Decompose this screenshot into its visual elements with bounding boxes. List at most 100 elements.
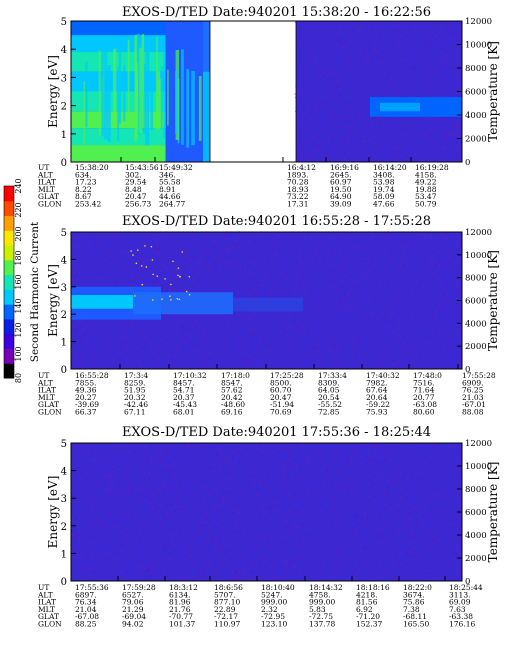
ephemeris-value: 165.50 bbox=[403, 620, 429, 629]
ephemeris-value: 88.08 bbox=[462, 408, 484, 417]
ephemeris-value: 20.32 bbox=[124, 393, 146, 402]
ephemeris-value: 176.16 bbox=[449, 620, 475, 629]
ephemeris-row-label: GLON bbox=[38, 408, 62, 417]
colorbar-swatch bbox=[4, 348, 14, 364]
y2-tick-label: 2000 bbox=[465, 342, 487, 352]
colorbar-tick-label: 120 bbox=[14, 322, 23, 337]
ephemeris-value: -55.52 bbox=[318, 400, 342, 409]
ephemeris-value: 20.77 bbox=[413, 393, 435, 402]
spectrogram-area bbox=[71, 232, 462, 369]
ephemeris-value: 69.16 bbox=[221, 408, 243, 417]
y-axis-label: Energy [eV] bbox=[46, 476, 60, 549]
ephemeris-row-label: GLON bbox=[38, 200, 62, 209]
ephemeris-value: 17.23 bbox=[75, 178, 97, 187]
ephemeris-value: 69.09 bbox=[449, 598, 471, 607]
ephemeris-value: 4158. bbox=[415, 170, 436, 179]
ephemeris-table: UTALTILATMLTGLATGLON16:55:287855.49.3620… bbox=[37, 371, 496, 417]
ephemeris-value: 5.83 bbox=[309, 605, 326, 614]
ephemeris-value: 21.03 bbox=[462, 393, 484, 402]
colorbar-tick-label: 240 bbox=[14, 178, 23, 193]
ephemeris-value: 6527. bbox=[122, 590, 143, 599]
ephemeris-value: 20.42 bbox=[221, 393, 243, 402]
colorbar-tick-label: 160 bbox=[14, 274, 23, 289]
energy-band bbox=[71, 295, 133, 309]
ephemeris-value: -67.08 bbox=[75, 612, 99, 621]
ephemeris-row-label: ILAT bbox=[38, 178, 56, 187]
colorbar: 80 100 120 140 160 180 200 220 240 Second Harmoni… bbox=[3, 178, 41, 383]
colorbar-swatch bbox=[4, 200, 14, 217]
ephemeris-value: 17:55:28 bbox=[462, 371, 496, 380]
ephemeris-value: 19.74 bbox=[373, 185, 395, 194]
ephemeris-value: 3408. bbox=[373, 170, 394, 179]
ephemeris-value: 18:3:12 bbox=[169, 583, 198, 592]
y-axis-label: Energy [eV] bbox=[46, 55, 60, 128]
ephemeris-value: -70.77 bbox=[169, 612, 193, 621]
ephemeris-value: 8.91 bbox=[159, 185, 176, 194]
y2-tick-label: 8000 bbox=[465, 64, 487, 74]
ephemeris-row-label: UT bbox=[38, 163, 49, 172]
colorbar-label: Second Harmonic Current bbox=[29, 221, 41, 362]
y-tick-label: 2 bbox=[61, 522, 67, 533]
ephemeris-row-label: UT bbox=[38, 583, 49, 592]
spectrogram-background bbox=[71, 443, 462, 581]
ephemeris-value: 94.02 bbox=[122, 620, 144, 629]
ephemeris-value: 20.27 bbox=[75, 393, 97, 402]
ephemeris-value: 20.37 bbox=[173, 393, 195, 402]
ephemeris-value: 17:10:32 bbox=[173, 371, 207, 380]
panel-title: EXOS-D/TED Date:940201 15:38:20 - 16:22:… bbox=[122, 5, 431, 20]
ephemeris-value: 101.37 bbox=[169, 620, 195, 629]
ephemeris-value: 17:25:28 bbox=[270, 371, 304, 380]
ephemeris-value: 81.56 bbox=[356, 598, 378, 607]
y2-tick-label: 0 bbox=[465, 577, 470, 587]
y2-tick-label: 12000 bbox=[465, 439, 492, 449]
ephemeris-value: 75.93 bbox=[366, 408, 388, 417]
panel-title: EXOS-D/TED Date:940201 17:55:36 - 18:25:… bbox=[122, 425, 431, 440]
ephemeris-value: 58.09 bbox=[373, 192, 395, 201]
ephemeris-value: -48.60 bbox=[221, 400, 245, 409]
ephemeris-value: 877.10 bbox=[214, 598, 240, 607]
ephemeris-value: 8259. bbox=[124, 378, 145, 387]
ephemeris-value: 19.50 bbox=[330, 185, 352, 194]
y-tick-label: 4 bbox=[61, 255, 67, 266]
ephemeris-value: 20.64 bbox=[366, 393, 388, 402]
colorbar-tick-label: 80 bbox=[14, 373, 23, 383]
y2-tick-label: 4000 bbox=[465, 531, 487, 541]
ephemeris-value: 18.93 bbox=[287, 185, 309, 194]
ephemeris-value: 54.71 bbox=[173, 386, 194, 395]
ephemeris-value: 53.98 bbox=[373, 178, 395, 187]
y-tick-label: 0 bbox=[61, 365, 67, 376]
ephemeris-value: 4218. bbox=[356, 590, 377, 599]
ephemeris-value: 18:25:44 bbox=[449, 583, 483, 592]
ephemeris-row-label: ILAT bbox=[38, 386, 56, 395]
ephemeris-value: 79.06 bbox=[122, 598, 144, 607]
ephemeris-row-label: ALT bbox=[37, 170, 53, 179]
ephemeris-value: 152.37 bbox=[356, 620, 382, 629]
ephemeris-value: 256.73 bbox=[125, 200, 151, 209]
y2-axis-label: Temperature [K] bbox=[486, 41, 500, 142]
ephemeris-value: 22.89 bbox=[214, 605, 236, 614]
ephemeris-table: UTALTILATMLTGLATGLON17:55:366897.76.3421… bbox=[37, 583, 483, 629]
ephemeris-value: 39.09 bbox=[330, 200, 352, 209]
ephemeris-row-label: ILAT bbox=[38, 598, 56, 607]
colorbar-tick-label: 100 bbox=[14, 346, 23, 361]
ephemeris-value: -67.01 bbox=[462, 400, 486, 409]
y-tick-label: 1 bbox=[61, 338, 67, 349]
colorbar-swatch bbox=[4, 289, 14, 305]
ephemeris-value: 64.90 bbox=[330, 192, 352, 201]
ephemeris-value: 66.37 bbox=[75, 408, 97, 417]
ephemeris-value: 634. bbox=[75, 170, 92, 179]
ephemeris-value: 3674. bbox=[403, 590, 424, 599]
ephemeris-value: 7982. bbox=[366, 378, 387, 387]
ephemeris-value: 17:18:0 bbox=[221, 371, 250, 380]
ephemeris-value: 8.48 bbox=[125, 185, 142, 194]
ephemeris-value: 47.66 bbox=[373, 200, 395, 209]
ephemeris-value: 18:14:32 bbox=[309, 583, 343, 592]
ephemeris-row-label: ALT bbox=[37, 378, 53, 387]
ephemeris-value: 16:9:16 bbox=[330, 163, 359, 172]
ephemeris-value: 7.63 bbox=[449, 605, 466, 614]
ephemeris-value: 50.79 bbox=[415, 200, 437, 209]
y-tick-label: 4 bbox=[61, 467, 67, 478]
ephemeris-value: 16:19:28 bbox=[415, 163, 449, 172]
ephemeris-row-label: MLT bbox=[38, 185, 55, 194]
y2-tick-label: 6000 bbox=[465, 508, 487, 518]
